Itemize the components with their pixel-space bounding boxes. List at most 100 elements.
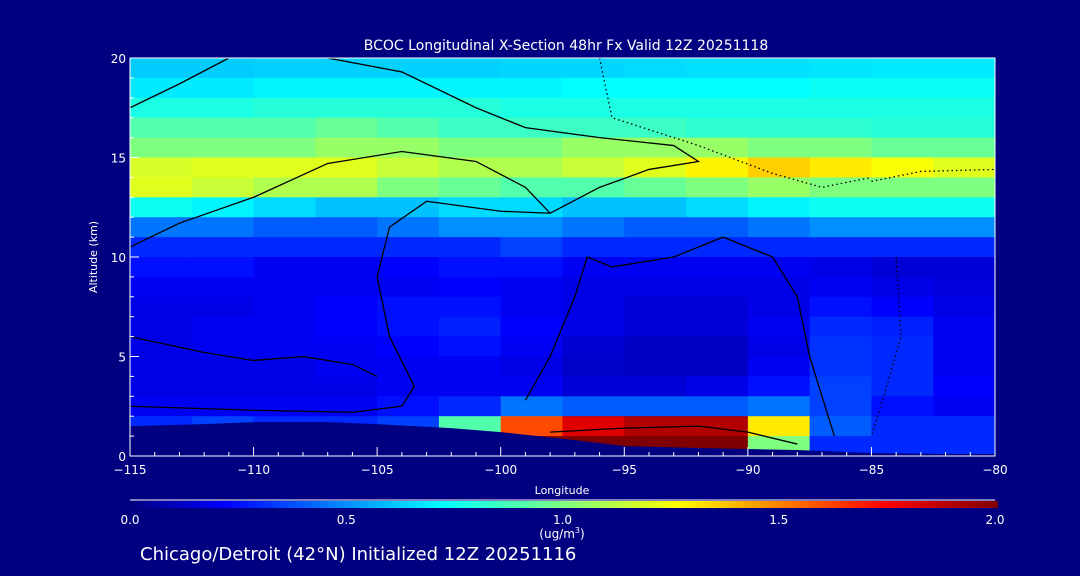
heatmap-cell	[624, 396, 687, 417]
heatmap-cell	[315, 296, 378, 318]
heatmap-cell	[130, 217, 193, 238]
heatmap-cell	[624, 177, 687, 198]
heatmap-cell	[933, 336, 996, 357]
heatmap-cell	[253, 197, 316, 218]
colorbar-ticks: 0.0 0.5 1.0 1.5 2.0	[120, 513, 1004, 527]
heatmap-cell	[438, 177, 502, 198]
heatmap-cell	[933, 97, 996, 119]
heatmap-cell	[747, 276, 811, 298]
heatmap-cell	[562, 416, 625, 437]
heatmap-cell	[686, 117, 749, 139]
heatmap-cell	[315, 137, 378, 158]
heatmap-cell	[253, 237, 316, 258]
heatmap-cell	[933, 117, 996, 139]
heatmap-cell	[933, 137, 996, 158]
chart-title: BCOC Longitudinal X-Section 48hr Fx Vali…	[364, 38, 768, 54]
heatmap-cell	[438, 257, 502, 278]
heatmap-cell	[562, 217, 625, 238]
heatmap-cell	[377, 117, 440, 139]
contour-line-0	[524, 236, 835, 437]
heatmap-cell	[747, 58, 811, 79]
heatmap-cell	[253, 137, 316, 158]
heatmap-cell	[253, 257, 316, 278]
heatmap-cell	[871, 237, 934, 258]
heatmap-cell	[624, 316, 687, 338]
heatmap-cell	[500, 237, 563, 258]
heatmap-cell	[809, 117, 872, 139]
heatmap-cell	[747, 77, 811, 99]
heatmap-cell	[562, 117, 625, 139]
heatmap-cell	[500, 257, 563, 278]
heatmap-cell	[191, 316, 255, 338]
heatmap-cell	[747, 296, 811, 318]
heatmap-cell	[377, 77, 440, 99]
heatmap-cell	[500, 58, 563, 79]
heatmap-cell	[130, 376, 193, 397]
heatmap-cell	[191, 77, 255, 99]
heatmap-cell	[500, 356, 563, 377]
contour-line-0	[129, 57, 230, 109]
heatmap-cell	[130, 157, 193, 178]
heatmap-cell	[438, 316, 502, 338]
heatmap-cell	[871, 416, 934, 437]
heatmap-cell	[747, 157, 811, 178]
heatmap-cell	[500, 336, 563, 357]
heatmap-cell	[500, 77, 563, 99]
heatmap-cell	[315, 276, 378, 298]
heatmap-cell	[809, 77, 872, 99]
heatmap-cell	[191, 336, 255, 357]
heatmap-cell	[562, 97, 625, 119]
heatmap-cell	[562, 197, 625, 218]
heatmap-cell	[624, 58, 687, 79]
heatmap-cell	[253, 376, 316, 397]
heatmap-cell	[500, 416, 563, 437]
heatmap-cell	[809, 376, 872, 397]
heatmap-cell	[871, 436, 934, 457]
heatmap-cell	[871, 77, 934, 99]
heatmap-cell	[315, 197, 378, 218]
heatmap-cell	[500, 396, 563, 417]
heatmap-cell	[686, 137, 749, 158]
heatmap-cell	[253, 356, 316, 377]
heatmap-cell	[562, 336, 625, 357]
heatmap-cell	[315, 257, 378, 278]
heatmap-cell	[315, 217, 378, 238]
heatmap-cell	[562, 316, 625, 338]
heatmap-cell	[253, 336, 316, 357]
heatmap-cells	[130, 58, 996, 457]
heatmap-cell	[500, 316, 563, 338]
colorbar-tick-label: 1.5	[769, 513, 788, 527]
heatmap-cell	[562, 177, 625, 198]
heatmap-cell	[315, 97, 378, 119]
heatmap-cell	[191, 177, 255, 198]
y-tick-label: 10	[111, 251, 126, 265]
heatmap-cell	[438, 157, 502, 178]
heatmap-cell	[686, 97, 749, 119]
x-tick-label: −105	[361, 463, 394, 477]
colorbar-tick-label: 0.0	[120, 513, 139, 527]
terrain-mask	[130, 422, 995, 456]
heatmap-cell	[438, 336, 502, 357]
heatmap-cell	[438, 137, 502, 158]
heatmap-cell	[191, 237, 255, 258]
heatmap-cell	[253, 316, 316, 338]
heatmap-cell	[562, 276, 625, 298]
heatmap-cell	[933, 257, 996, 278]
heatmap-cell	[624, 336, 687, 357]
heatmap-cell	[562, 296, 625, 318]
heatmap-cell	[871, 217, 934, 238]
heatmap-cell	[747, 197, 811, 218]
heatmap-cell	[438, 117, 502, 139]
heatmap-cell	[747, 376, 811, 397]
heatmap-cell	[871, 137, 934, 158]
colorbar	[130, 501, 998, 508]
heatmap-cell	[562, 356, 625, 377]
y-tick-label: 20	[111, 52, 126, 66]
heatmap-cell	[500, 376, 563, 397]
heatmap-cell	[809, 137, 872, 158]
heatmap-cell	[809, 336, 872, 357]
heatmap-cell	[809, 157, 872, 178]
heatmap-cell	[871, 396, 934, 417]
heatmap-cell	[686, 197, 749, 218]
heatmap-cell	[377, 316, 440, 338]
